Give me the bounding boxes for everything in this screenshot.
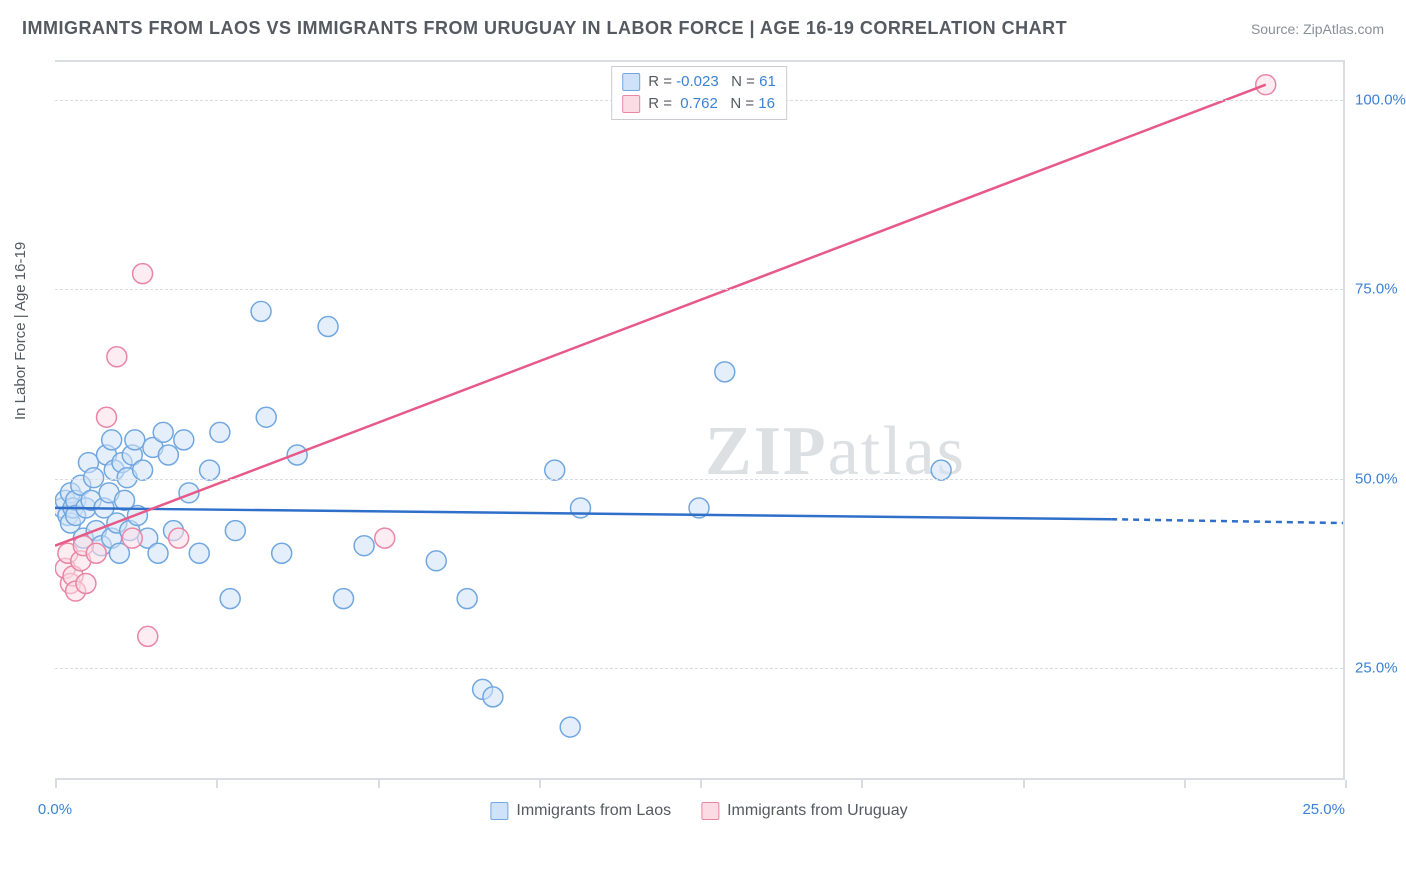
x-tick (55, 780, 57, 788)
data-point (318, 317, 338, 337)
swatch-laos-icon (622, 73, 640, 91)
chart-plot-area: R = -0.023 N = 61 R = 0.762 N = 16 ZIPat… (55, 60, 1345, 780)
data-point (97, 407, 117, 427)
chart-title: IMMIGRANTS FROM LAOS VS IMMIGRANTS FROM … (22, 18, 1067, 39)
data-point (84, 468, 104, 488)
trend-line (55, 85, 1266, 546)
x-tick (700, 780, 702, 788)
gridline (55, 479, 1343, 480)
data-point (125, 430, 145, 450)
data-point (457, 589, 477, 609)
y-tick-label: 25.0% (1347, 660, 1398, 677)
data-point (169, 528, 189, 548)
correlation-legend: R = -0.023 N = 61 R = 0.762 N = 16 (611, 66, 787, 120)
x-tick (378, 780, 380, 788)
swatch-uruguay-icon (622, 95, 640, 113)
data-point (931, 460, 951, 480)
x-tick (1184, 780, 1186, 788)
data-point (133, 264, 153, 284)
data-point (174, 430, 194, 450)
legend-row-uruguay: R = 0.762 N = 16 (622, 93, 776, 115)
data-point (86, 543, 106, 563)
data-point (256, 407, 276, 427)
data-point (102, 430, 122, 450)
scatter-plot-svg (55, 62, 1343, 780)
legend-item-laos: Immigrants from Laos (490, 802, 671, 820)
x-tick-label: 0.0% (38, 801, 72, 818)
trend-line-extension (1111, 519, 1343, 523)
data-point (545, 460, 565, 480)
data-point (354, 536, 374, 556)
data-point (426, 551, 446, 571)
x-tick (861, 780, 863, 788)
legend-label: Immigrants from Uruguay (727, 802, 908, 820)
legend-label: Immigrants from Laos (516, 802, 671, 820)
data-point (153, 422, 173, 442)
data-point (200, 460, 220, 480)
x-tick (539, 780, 541, 788)
data-point (122, 528, 142, 548)
x-tick (216, 780, 218, 788)
x-tick (1023, 780, 1025, 788)
data-point (138, 626, 158, 646)
data-point (148, 543, 168, 563)
x-tick-label: 25.0% (1302, 801, 1345, 818)
data-point (715, 362, 735, 382)
legend-row-laos: R = -0.023 N = 61 (622, 71, 776, 93)
data-point (158, 445, 178, 465)
data-point (76, 574, 96, 594)
legend-item-uruguay: Immigrants from Uruguay (701, 802, 908, 820)
data-point (375, 528, 395, 548)
data-point (189, 543, 209, 563)
x-axis-line (55, 778, 1343, 780)
x-tick (1345, 780, 1347, 788)
data-point (560, 717, 580, 737)
data-point (272, 543, 292, 563)
data-point (210, 422, 230, 442)
data-point (220, 589, 240, 609)
y-tick-label: 50.0% (1347, 470, 1398, 487)
data-point (251, 301, 271, 321)
source-label: Source: ZipAtlas.com (1251, 21, 1384, 37)
gridline (55, 668, 1343, 669)
data-point (107, 347, 127, 367)
y-tick-label: 100.0% (1347, 91, 1406, 108)
data-point (483, 687, 503, 707)
data-point (133, 460, 153, 480)
y-axis-label: In Labor Force | Age 16-19 (12, 242, 29, 420)
gridline (55, 289, 1343, 290)
data-point (225, 521, 245, 541)
data-point (334, 589, 354, 609)
swatch-laos-icon (490, 802, 508, 820)
y-tick-label: 75.0% (1347, 281, 1398, 298)
swatch-uruguay-icon (701, 802, 719, 820)
series-legend: Immigrants from Laos Immigrants from Uru… (490, 802, 907, 820)
data-point (571, 498, 591, 518)
